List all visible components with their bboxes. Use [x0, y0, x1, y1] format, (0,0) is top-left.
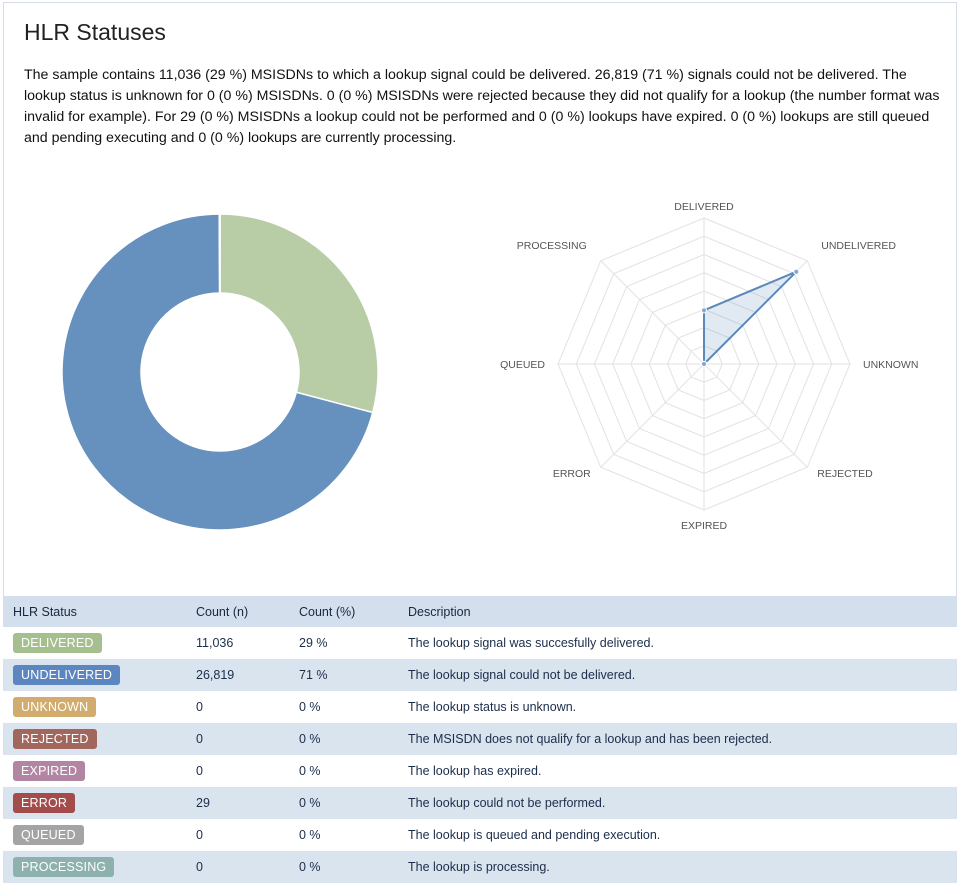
count-cell: 29 — [186, 787, 289, 819]
count-cell: 0 — [186, 755, 289, 787]
donut-slice-error[interactable] — [218, 213, 221, 294]
description-cell: The lookup has expired. — [398, 755, 957, 787]
description-cell: The lookup is processing. — [398, 851, 957, 883]
radar-point-undelivered[interactable] — [793, 268, 800, 275]
radar-axis-label-delivered: DELIVERED — [674, 201, 734, 213]
status-badge: DELIVERED — [13, 633, 102, 653]
percent-cell: 0 % — [289, 787, 398, 819]
count-cell: 0 — [186, 819, 289, 851]
radar-axis-label-expired: EXPIRED — [681, 520, 728, 532]
table-header-row: HLR Status Count (n) Count (%) Descripti… — [3, 596, 957, 627]
radar-axis-label-unknown: UNKNOWN — [863, 359, 918, 371]
percent-cell: 29 % — [289, 627, 398, 659]
radar-point-delivered[interactable] — [700, 307, 708, 314]
percent-cell: 71 % — [289, 659, 398, 691]
count-cell: 0 — [186, 851, 289, 883]
percent-cell: 0 % — [289, 755, 398, 787]
radar-axis-label-queued: QUEUED — [500, 359, 545, 371]
description-cell: The lookup status is unknown. — [398, 691, 957, 723]
table-row: ERROR 29 0 % The lookup could not be per… — [3, 787, 957, 819]
description-cell: The lookup signal could not be delivered… — [398, 659, 957, 691]
radar-point-processing[interactable] — [700, 360, 708, 368]
page-title: HLR Statuses — [24, 19, 166, 45]
table-row: EXPIRED 0 0 % The lookup has expired. — [3, 755, 957, 787]
radar-axis-label-rejected: REJECTED — [817, 468, 873, 480]
count-cell: 0 — [186, 691, 289, 723]
description-cell: The MSISDN does not qualify for a lookup… — [398, 723, 957, 755]
header-count-n[interactable]: Count (n) — [186, 596, 289, 627]
table-row: REJECTED 0 0 % The MSISDN does not quali… — [3, 723, 957, 755]
count-cell: 0 — [186, 723, 289, 755]
status-badge: ERROR — [13, 793, 76, 813]
header-hlr-status[interactable]: HLR Status — [3, 596, 186, 627]
status-badge: UNDELIVERED — [13, 665, 121, 685]
table-row: DELIVERED 11,036 29 % The lookup signal … — [3, 627, 957, 659]
percent-cell: 0 % — [289, 819, 398, 851]
table-row: PROCESSING 0 0 % The lookup is processin… — [3, 851, 957, 883]
table-row: UNKNOWN 0 0 % The lookup status is unkno… — [3, 691, 957, 723]
radar-spoke — [703, 363, 808, 468]
donut-chart — [55, 207, 385, 537]
status-badge: REJECTED — [13, 729, 97, 749]
header-description[interactable]: Description — [398, 596, 957, 627]
percent-cell: 0 % — [289, 851, 398, 883]
percent-cell: 0 % — [289, 723, 398, 755]
radar-chart: DELIVERED UNDELIVERED UNKNOWN REJECTED EXPIR… — [480, 180, 940, 550]
count-cell: 11,036 — [186, 627, 289, 659]
hlr-status-table: HLR Status Count (n) Count (%) Descripti… — [3, 596, 957, 883]
description-cell: The lookup is queued and pending executi… — [398, 819, 957, 851]
status-badge: QUEUED — [13, 825, 84, 845]
radar-spoke — [600, 260, 705, 365]
percent-cell: 0 % — [289, 691, 398, 723]
status-badge: EXPIRED — [13, 761, 86, 781]
status-badge: PROCESSING — [13, 857, 115, 877]
table-row: UNDELIVERED 26,819 71 % The lookup signa… — [3, 659, 957, 691]
table-row: QUEUED 0 0 % The lookup is queued and pe… — [3, 819, 957, 851]
count-cell: 26,819 — [186, 659, 289, 691]
donut-slice-delivered[interactable] — [219, 213, 379, 414]
radar-series-area — [702, 270, 798, 366]
summary-text: The sample contains 11,036 (29 %) MSISDN… — [24, 67, 940, 146]
radar-axis-label-undelivered: UNDELIVERED — [821, 240, 896, 252]
description-cell: The lookup signal was succesfully delive… — [398, 627, 957, 659]
radar-axis-label-error: ERROR — [553, 468, 591, 480]
donut-slice-undelivered[interactable] — [61, 213, 374, 531]
radar-spoke — [600, 363, 705, 468]
status-badge: UNKNOWN — [13, 697, 97, 717]
description-cell: The lookup could not be performed. — [398, 787, 957, 819]
radar-axis-label-processing: PROCESSING — [517, 240, 587, 252]
header-count-pct[interactable]: Count (%) — [289, 596, 398, 627]
